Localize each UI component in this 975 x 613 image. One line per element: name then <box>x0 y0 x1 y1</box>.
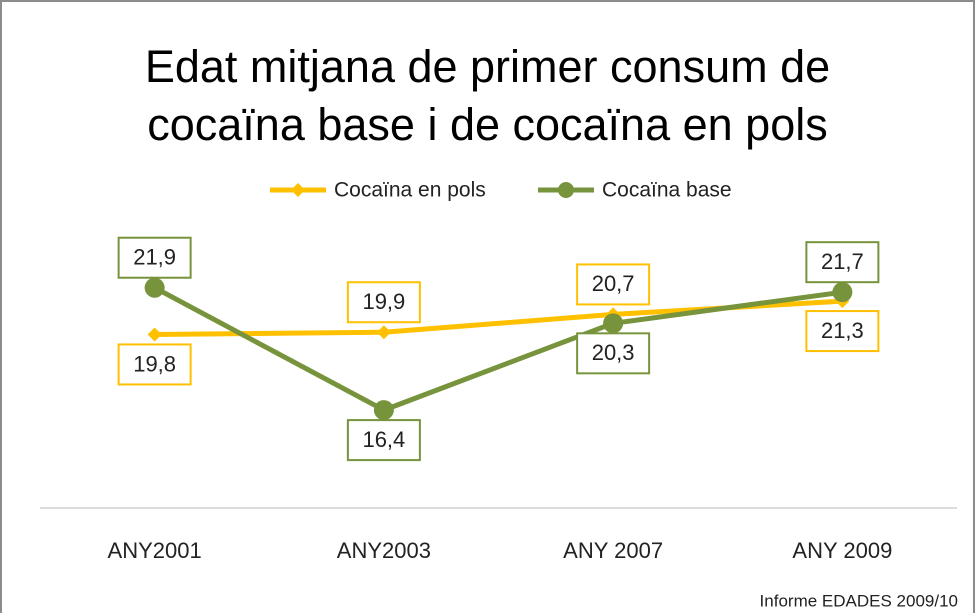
source-note: Informe EDADES 2009/10 <box>760 591 958 610</box>
data-label-box <box>117 236 192 279</box>
point <box>373 400 394 421</box>
point <box>832 282 853 303</box>
data-label: 19,8 <box>133 351 176 376</box>
data-label: 21,3 <box>821 318 864 343</box>
point <box>144 277 165 298</box>
data-label: 20,3 <box>592 340 635 365</box>
data-label-box <box>576 332 651 375</box>
x-tick-label: ANY 2007 <box>563 538 663 563</box>
point <box>603 313 624 334</box>
legend-marker <box>291 183 305 197</box>
data-label-box <box>346 419 421 462</box>
data-label-box <box>117 343 192 386</box>
data-label: 21,7 <box>821 249 864 274</box>
legend-label: Cocaïna base <box>602 179 732 202</box>
x-tick-label: ANY2003 <box>337 538 431 563</box>
data-label: 20,7 <box>592 271 635 296</box>
data-label: 19,9 <box>362 289 405 314</box>
point <box>147 327 162 342</box>
data-label-box <box>576 263 651 306</box>
data-label-box <box>805 241 880 284</box>
legend-label: Cocaïna en pols <box>334 179 486 202</box>
x-tick-label: ANY2001 <box>108 538 202 563</box>
data-label: 16,4 <box>362 427 405 452</box>
data-label: 21,9 <box>133 245 176 270</box>
chart-title: Edat mitjana de primer consum de cocaïna… <box>144 41 831 150</box>
data-label-box <box>805 310 880 353</box>
series-line <box>153 285 843 413</box>
legend-marker <box>558 182 574 198</box>
x-tick-label: ANY 2009 <box>792 538 892 563</box>
point <box>376 325 391 340</box>
data-label-box <box>346 281 421 324</box>
